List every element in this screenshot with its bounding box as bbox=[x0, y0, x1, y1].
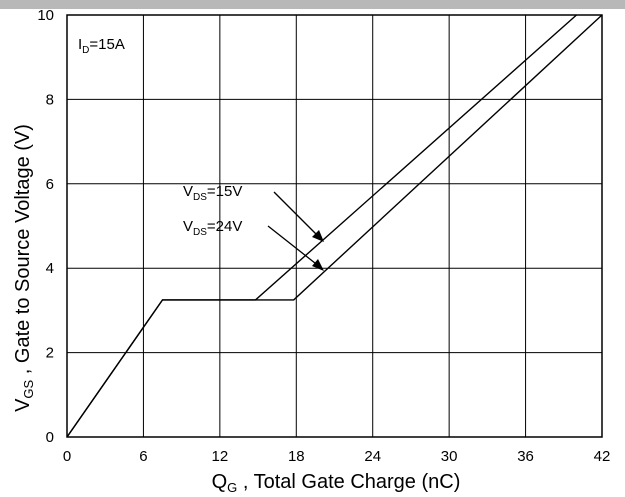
x-tick-label-1: 6 bbox=[139, 448, 147, 465]
annotation-arrow-vds24 bbox=[267, 225, 324, 271]
y-tick-label-2: 4 bbox=[46, 260, 54, 277]
plot-frame bbox=[66, 14, 603, 438]
y-tick-label-0: 0 bbox=[46, 429, 54, 446]
x-axis-label: QG , Total Gate Charge (nC) bbox=[212, 471, 461, 495]
y-tick-label-5: 10 bbox=[37, 7, 54, 24]
top-border-bar bbox=[0, 0, 625, 9]
condition-label: ID=15A bbox=[78, 36, 125, 56]
legend-label-vds15: VDS=15V bbox=[183, 183, 242, 203]
annotation-arrow-vds15 bbox=[273, 191, 324, 242]
x-tick-label-3: 18 bbox=[288, 448, 305, 465]
series-line-1 bbox=[66, 14, 603, 438]
y-axis-label: VGS , Gate to Source Voltage (V) bbox=[12, 124, 36, 412]
y-tick-label-3: 6 bbox=[46, 176, 54, 193]
x-tick-label-0: 0 bbox=[63, 448, 71, 465]
series-lines bbox=[66, 14, 603, 438]
y-tick-label-4: 8 bbox=[46, 91, 54, 108]
x-tick-label-6: 36 bbox=[517, 448, 534, 465]
x-tick-label-5: 30 bbox=[441, 448, 458, 465]
x-tick-label-7: 42 bbox=[594, 448, 611, 465]
x-tick-label-4: 24 bbox=[364, 448, 381, 465]
legend-label-vds24: VDS=24V bbox=[183, 218, 242, 238]
y-tick-label-1: 2 bbox=[46, 345, 54, 362]
x-tick-label-2: 12 bbox=[212, 448, 229, 465]
grid bbox=[66, 14, 603, 438]
